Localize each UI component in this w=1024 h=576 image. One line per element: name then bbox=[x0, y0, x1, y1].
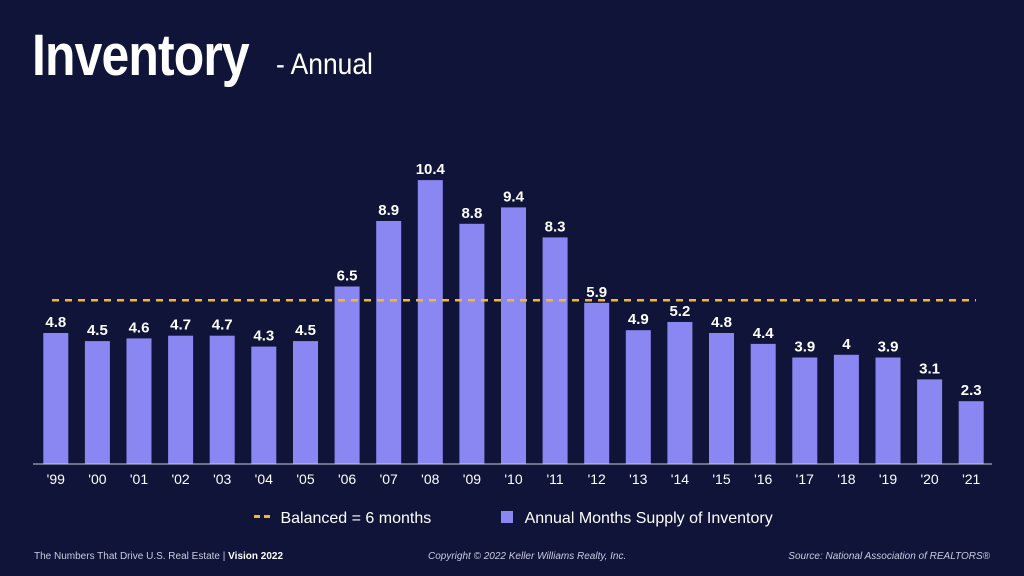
bar bbox=[542, 237, 568, 464]
bar bbox=[417, 180, 443, 464]
x-tick-label: '00 bbox=[88, 471, 106, 487]
bar bbox=[917, 379, 943, 464]
data-label: 4.5 bbox=[87, 322, 108, 339]
x-tick-label: '07 bbox=[380, 471, 398, 487]
x-tick-label: '19 bbox=[879, 471, 897, 487]
bar bbox=[625, 330, 651, 464]
data-label: 9.4 bbox=[503, 188, 525, 205]
bar bbox=[833, 354, 859, 464]
data-label: 8.9 bbox=[378, 202, 399, 219]
x-tick-label: '15 bbox=[712, 471, 730, 487]
x-tick-label: '18 bbox=[837, 471, 855, 487]
bar bbox=[126, 338, 152, 464]
footer-tagline: The Numbers That Drive U.S. Real Estate bbox=[34, 551, 220, 562]
data-label: 8.3 bbox=[545, 218, 566, 235]
data-label: 4.8 bbox=[45, 314, 66, 331]
data-label: 3.9 bbox=[878, 339, 899, 356]
bar bbox=[376, 221, 402, 464]
x-tick-label: '06 bbox=[338, 471, 356, 487]
x-tick-label: '03 bbox=[213, 471, 231, 487]
bar bbox=[958, 401, 984, 464]
bar bbox=[792, 357, 818, 464]
data-label: 5.2 bbox=[669, 303, 690, 320]
x-tick-label: '01 bbox=[130, 471, 148, 487]
bar bbox=[875, 357, 901, 464]
x-tick-label: '10 bbox=[504, 471, 522, 487]
x-tick-label: '21 bbox=[962, 471, 980, 487]
title-area: Inventory - Annual bbox=[32, 22, 373, 89]
footer-left: The Numbers That Drive U.S. Real Estate … bbox=[34, 551, 283, 562]
data-label: 4.7 bbox=[170, 317, 191, 334]
data-label: 4.6 bbox=[129, 319, 150, 336]
data-label: 4 bbox=[842, 336, 851, 353]
footer-copyright: Copyright © 2022 Keller Williams Realty,… bbox=[428, 551, 627, 562]
data-label: 10.4 bbox=[416, 161, 446, 178]
bar bbox=[43, 333, 69, 464]
legend-balanced-label: Balanced = 6 months bbox=[280, 510, 432, 527]
data-label: 3.1 bbox=[919, 360, 940, 377]
x-tick-label: '20 bbox=[920, 471, 938, 487]
x-tick-label: '99 bbox=[47, 471, 65, 487]
data-label: 4.7 bbox=[212, 317, 233, 334]
bar bbox=[709, 333, 734, 464]
bar bbox=[750, 343, 776, 464]
data-label: 6.5 bbox=[337, 268, 358, 285]
data-label: 3.9 bbox=[794, 339, 815, 356]
bar-swatch-icon bbox=[501, 510, 513, 523]
page-title: Inventory bbox=[32, 23, 250, 88]
legend-series: Annual Months Supply of Inventory bbox=[501, 510, 773, 528]
bar bbox=[293, 341, 318, 464]
data-label: 4.3 bbox=[253, 328, 274, 345]
data-label: 4.5 bbox=[295, 322, 316, 339]
bar bbox=[209, 335, 235, 464]
x-tick-label: '08 bbox=[421, 471, 439, 487]
x-tick-label: '16 bbox=[754, 471, 772, 487]
bar bbox=[584, 302, 610, 464]
footer-source: Source: National Association of REALTORS… bbox=[788, 551, 990, 562]
data-label: 4.4 bbox=[753, 325, 775, 342]
x-tick-label: '13 bbox=[629, 471, 647, 487]
x-tick-label: '12 bbox=[588, 471, 606, 487]
bar bbox=[251, 346, 277, 464]
bar bbox=[168, 335, 194, 464]
legend-series-label: Annual Months Supply of Inventory bbox=[524, 510, 773, 527]
x-tick-label: '02 bbox=[171, 471, 189, 487]
data-label: 8.8 bbox=[461, 205, 482, 222]
data-label: 4.9 bbox=[628, 311, 649, 328]
dashed-line-swatch-icon bbox=[254, 515, 270, 519]
data-label: 4.8 bbox=[711, 314, 732, 331]
x-tick-label: '14 bbox=[671, 471, 689, 487]
x-tick-label: '04 bbox=[255, 471, 273, 487]
x-tick-label: '17 bbox=[796, 471, 814, 487]
page-subtitle: - Annual bbox=[276, 48, 373, 81]
footer-separator: | bbox=[222, 551, 226, 562]
x-tick-label: '11 bbox=[546, 471, 563, 487]
bar bbox=[501, 207, 526, 464]
bar bbox=[459, 223, 485, 464]
x-tick-label: '09 bbox=[463, 471, 481, 487]
data-label: 5.9 bbox=[586, 284, 607, 301]
data-label: 2.3 bbox=[961, 382, 982, 399]
legend-balanced: Balanced = 6 months bbox=[254, 510, 431, 528]
bar bbox=[84, 341, 110, 464]
x-tick-label: '05 bbox=[296, 471, 314, 487]
bar bbox=[334, 286, 360, 464]
bar bbox=[667, 322, 693, 464]
footer-vision: Vision 2022 bbox=[228, 551, 284, 562]
